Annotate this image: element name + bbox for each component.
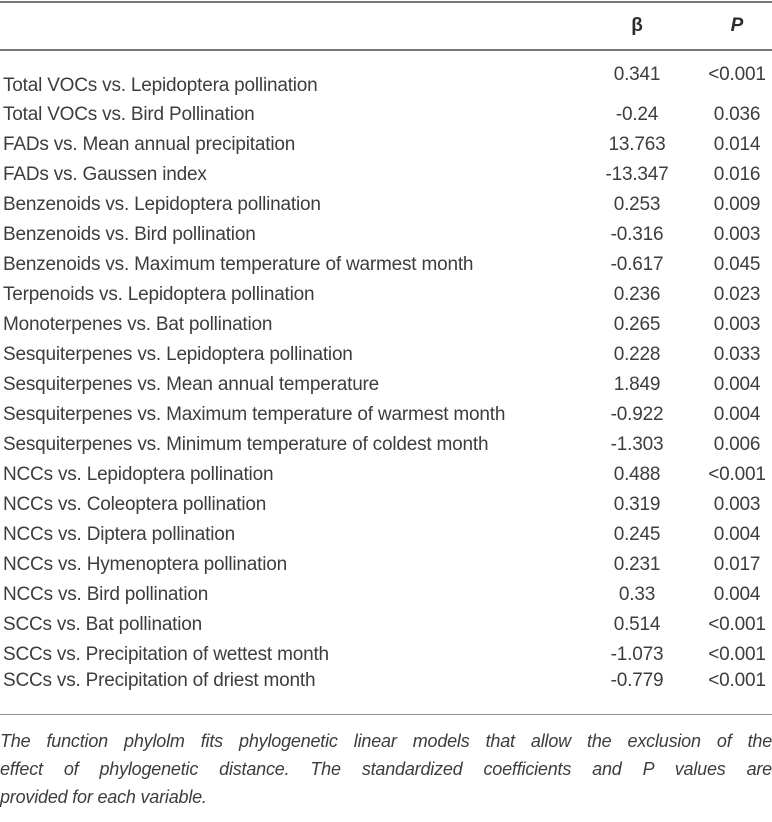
table-row: FADs vs. Mean annual precipitation 13.76… [0, 130, 772, 160]
p-value: 0.045 [713, 254, 761, 275]
beta-value: 0.265 [613, 314, 661, 335]
table-row: Monoterpenes vs. Bat pollination 0.265 0… [0, 310, 772, 340]
beta-value: 0.236 [613, 284, 661, 305]
header-variable [0, 2, 572, 50]
row-label: Monoterpenes vs. Bat pollination [3, 314, 273, 335]
beta-value: 0.33 [618, 584, 656, 605]
p-value: <0.001 [708, 64, 766, 85]
beta-value: 0.514 [613, 614, 661, 635]
beta-value: -0.24 [615, 104, 659, 125]
p-value: 0.004 [713, 584, 761, 605]
table-row: NCCs vs. Lepidoptera pollination 0.488 <… [0, 460, 772, 490]
header-p: P [730, 15, 744, 36]
table-row: NCCs vs. Coleoptera pollination 0.319 0.… [0, 490, 772, 520]
p-value: 0.006 [713, 434, 761, 455]
p-value: 0.036 [713, 104, 761, 125]
row-label: Sesquiterpenes vs. Minimum temperature o… [3, 434, 489, 455]
table-row: Terpenoids vs. Lepidoptera pollination 0… [0, 280, 772, 310]
p-value: 0.004 [713, 404, 761, 425]
footnote-line: The function phylolm fits phylogenetic l… [0, 731, 772, 751]
table-row: SCCs vs. Bat pollination 0.514 <0.001 [0, 610, 772, 640]
p-value: 0.004 [713, 374, 761, 395]
table-row: Sesquiterpenes vs. Maximum temperature o… [0, 400, 772, 430]
row-label: Sesquiterpenes vs. Mean annual temperatu… [3, 374, 380, 395]
table-row: Total VOCs vs. Lepidoptera pollination 0… [0, 50, 772, 100]
beta-value: 0.319 [613, 494, 661, 515]
table-row: Benzenoids vs. Bird pollination -0.316 0… [0, 220, 772, 250]
beta-value: 0.231 [613, 554, 661, 575]
beta-value: -13.347 [605, 164, 669, 185]
beta-value: 0.488 [613, 464, 661, 485]
p-value: 0.023 [713, 284, 761, 305]
beta-value: 0.341 [613, 64, 661, 85]
row-label: Total VOCs vs. Lepidoptera pollination [3, 75, 318, 96]
table-row: Benzenoids vs. Maximum temperature of wa… [0, 250, 772, 280]
footnote-line: provided for each variable. [0, 787, 207, 807]
row-label: SCCs vs. Bat pollination [3, 614, 203, 635]
p-value: 0.003 [713, 314, 761, 335]
row-label: Sesquiterpenes vs. Maximum temperature o… [3, 404, 506, 425]
beta-value: 13.763 [608, 134, 666, 155]
row-label: NCCs vs. Coleoptera pollination [3, 494, 267, 515]
row-label: Total VOCs vs. Bird Pollination [3, 104, 255, 125]
p-value: 0.017 [713, 554, 761, 575]
table-body: Total VOCs vs. Lepidoptera pollination 0… [0, 50, 772, 715]
beta-value: -1.303 [610, 434, 664, 455]
row-label: Benzenoids vs. Bird pollination [3, 224, 256, 245]
table-row: FADs vs. Gaussen index -13.347 0.016 [0, 160, 772, 190]
p-value: 0.033 [713, 344, 761, 365]
header-beta: β [631, 15, 643, 36]
beta-value: -0.316 [610, 224, 664, 245]
row-label: Sesquiterpenes vs. Lepidoptera pollinati… [3, 344, 353, 365]
p-value: 0.009 [713, 194, 761, 215]
beta-value: 0.245 [613, 524, 661, 545]
p-value: <0.001 [708, 670, 766, 691]
p-value: 0.003 [713, 494, 761, 515]
table-footnote: The function phylolm fits phylogenetic l… [0, 727, 772, 811]
table-row: Total VOCs vs. Bird Pollination -0.24 0.… [0, 100, 772, 130]
row-label: NCCs vs. Diptera pollination [3, 524, 235, 545]
row-label: NCCs vs. Hymenoptera pollination [3, 554, 287, 575]
table-row: NCCs vs. Diptera pollination 0.245 0.004 [0, 520, 772, 550]
table-row: SCCs vs. Precipitation of wettest month … [0, 640, 772, 670]
p-value: <0.001 [708, 614, 766, 635]
table-row: Sesquiterpenes vs. Minimum temperature o… [0, 430, 772, 460]
p-value: 0.016 [713, 164, 761, 185]
table-row: SCCs vs. Precipitation of driest month -… [0, 670, 772, 715]
table-row: NCCs vs. Hymenoptera pollination 0.231 0… [0, 550, 772, 580]
footnote-line: effect of phylogenetic distance. The sta… [0, 759, 772, 779]
beta-value: 0.253 [613, 194, 661, 215]
table-row: Benzenoids vs. Lepidoptera pollination 0… [0, 190, 772, 220]
beta-value: -0.922 [610, 404, 664, 425]
row-label: Benzenoids vs. Lepidoptera pollination [3, 194, 321, 215]
row-label: FADs vs. Gaussen index [3, 164, 207, 185]
beta-value: -0.779 [610, 670, 664, 691]
row-label: NCCs vs. Lepidoptera pollination [3, 464, 274, 485]
row-label: SCCs vs. Precipitation of wettest month [3, 644, 329, 665]
beta-value: -1.073 [610, 644, 664, 665]
p-value: 0.004 [713, 524, 761, 545]
row-label: FADs vs. Mean annual precipitation [3, 134, 296, 155]
row-label: Benzenoids vs. Maximum temperature of wa… [3, 254, 474, 275]
row-label: NCCs vs. Bird pollination [3, 584, 209, 605]
row-label: Terpenoids vs. Lepidoptera pollination [3, 284, 315, 305]
table-row: Sesquiterpenes vs. Lepidoptera pollinati… [0, 340, 772, 370]
p-value: 0.014 [713, 134, 761, 155]
beta-value: 1.849 [613, 374, 661, 395]
p-value: 0.003 [713, 224, 761, 245]
row-label: SCCs vs. Precipitation of driest month [3, 670, 316, 691]
header-row: β P [0, 2, 772, 50]
p-value: <0.001 [708, 644, 766, 665]
p-value: <0.001 [708, 464, 766, 485]
beta-value: 0.228 [613, 344, 661, 365]
beta-value: -0.617 [610, 254, 664, 275]
statistics-table: β P Total VOCs vs. Lepidoptera pollinati… [0, 1, 772, 715]
table-row: NCCs vs. Bird pollination 0.33 0.004 [0, 580, 772, 610]
table-row: Sesquiterpenes vs. Mean annual temperatu… [0, 370, 772, 400]
